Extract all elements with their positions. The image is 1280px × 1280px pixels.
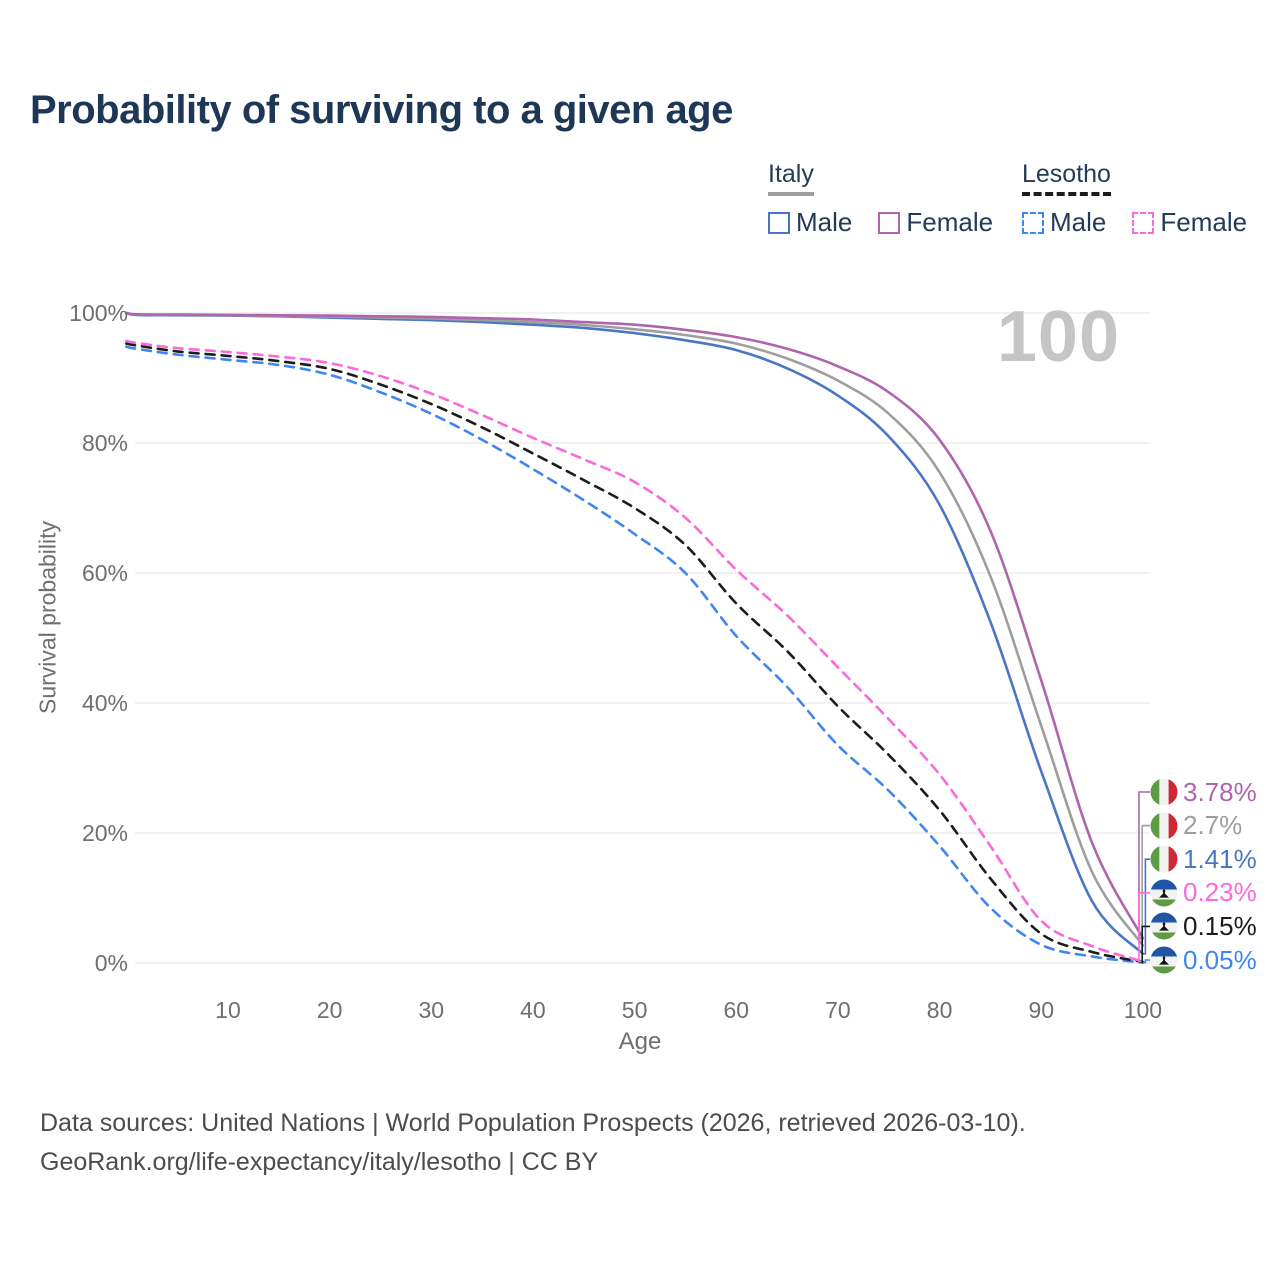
annotation-value: 1.41%: [1183, 843, 1257, 874]
annotation-value: 0.23%: [1183, 877, 1257, 908]
legend-item-italy-female[interactable]: Female: [878, 207, 993, 238]
italy-male-swatch-icon: [768, 211, 790, 234]
flag-icon-italy: [1150, 812, 1178, 840]
annotation-row-italy-female: 3.78%: [1150, 777, 1257, 807]
legend-item-italy-male[interactable]: Male: [768, 207, 852, 238]
legend-group-italy: Italy Male Female: [768, 160, 993, 238]
hovered-age-watermark: 100: [996, 297, 1120, 377]
legend-item-lesotho-male[interactable]: Male: [1022, 207, 1106, 238]
x-tick-label: 20: [316, 997, 343, 1023]
annotation-row-lesotho-male: 0.05%: [1150, 945, 1257, 975]
annotation-connector-line: [1143, 858, 1150, 955]
x-tick-label: 60: [723, 997, 750, 1023]
series-line-italy-female[interactable]: [125, 311, 1145, 940]
legend-item-label: Male: [1050, 207, 1107, 237]
lesotho-female-swatch-icon: [1132, 211, 1155, 234]
footer-line-2: GeoRank.org/life-expectancy/italy/lesoth…: [40, 1148, 599, 1176]
annotation-connector-line: [1138, 891, 1150, 963]
legend-group-label-lesotho: Lesotho: [1022, 160, 1111, 196]
annotation-value: 0.15%: [1183, 910, 1257, 941]
y-tick-label: 80%: [81, 430, 128, 456]
footer: Data sources: United Nations | World Pop…: [40, 1104, 1026, 1182]
x-tick-label: 40: [520, 997, 546, 1023]
flag-icon-lesotho: [1150, 912, 1178, 940]
lesotho-male-swatch-icon: [1022, 211, 1044, 234]
x-tick-label: 50: [621, 997, 648, 1023]
flag-icon-lesotho: [1150, 946, 1178, 974]
flag-icon-italy: [1150, 778, 1178, 806]
footer-line-1: Data sources: United Nations | World Pop…: [40, 1109, 1026, 1137]
x-tick-label: 100: [1123, 997, 1163, 1023]
series-line-lesotho-male[interactable]: [125, 345, 1145, 964]
legend-group-lesotho: Lesotho Male Female: [1022, 160, 1247, 238]
y-tick-label: 0%: [94, 950, 128, 976]
annotation-connector-line: [1141, 925, 1150, 963]
annotation-value: 3.78%: [1183, 776, 1257, 807]
legend-group-label-italy: Italy: [768, 160, 814, 196]
flag-icon-italy: [1150, 845, 1178, 873]
annotation-row-italy-total: 2.7%: [1150, 810, 1243, 841]
annotation-value: 2.7%: [1183, 810, 1243, 841]
series-line-lesotho-female[interactable]: [125, 339, 1145, 963]
legend-item-label: Female: [906, 207, 994, 237]
annotation-value: 0.05%: [1183, 944, 1257, 975]
annotation-row-lesotho-female: 0.23%: [1150, 877, 1257, 908]
legend-item-lesotho-female[interactable]: Female: [1132, 207, 1247, 238]
italy-female-swatch-icon: [878, 211, 901, 234]
legend-item-label: Female: [1160, 207, 1248, 237]
x-tick-label: 10: [215, 997, 241, 1023]
y-tick-label: 20%: [81, 820, 128, 846]
series-line-italy-male[interactable]: [125, 311, 1145, 956]
y-tick-label: 40%: [81, 690, 128, 716]
x-tick-label: 80: [926, 997, 953, 1023]
x-tick-label: 70: [825, 997, 851, 1023]
series-line-lesotho-total[interactable]: [125, 342, 1145, 964]
series-line-italy-total[interactable]: [125, 311, 1145, 947]
annotation-connector-line: [1143, 959, 1150, 964]
y-tick-label: 100%: [69, 300, 128, 326]
annotation-row-italy-male: 1.41%: [1150, 844, 1257, 874]
x-tick-label: 30: [418, 997, 445, 1023]
legend-item-label: Male: [796, 207, 853, 237]
x-axis-title: Age: [618, 1028, 662, 1055]
annotation-row-lesotho-total: 0.15%: [1150, 911, 1257, 941]
x-tick-label: 90: [1028, 997, 1055, 1023]
y-tick-label: 60%: [81, 560, 128, 586]
annotation-connector-line: [1138, 791, 1150, 940]
page-title: Probability of surviving to a given age: [30, 88, 733, 132]
flag-icon-lesotho: [1150, 879, 1178, 907]
